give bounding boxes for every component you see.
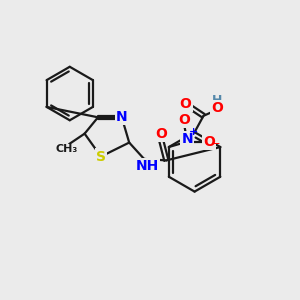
- Text: ⁻: ⁻: [212, 139, 220, 153]
- Text: CH₃: CH₃: [56, 144, 78, 154]
- Text: +: +: [189, 127, 198, 137]
- Text: O: O: [155, 127, 167, 141]
- Text: H: H: [212, 94, 223, 107]
- Text: O: O: [180, 97, 192, 111]
- Text: N: N: [116, 110, 128, 124]
- Text: N: N: [182, 132, 193, 146]
- Text: O: O: [211, 101, 223, 116]
- Text: O: O: [203, 135, 215, 149]
- Text: O: O: [178, 113, 190, 127]
- Text: S: S: [96, 149, 106, 164]
- Text: NH: NH: [135, 159, 159, 173]
